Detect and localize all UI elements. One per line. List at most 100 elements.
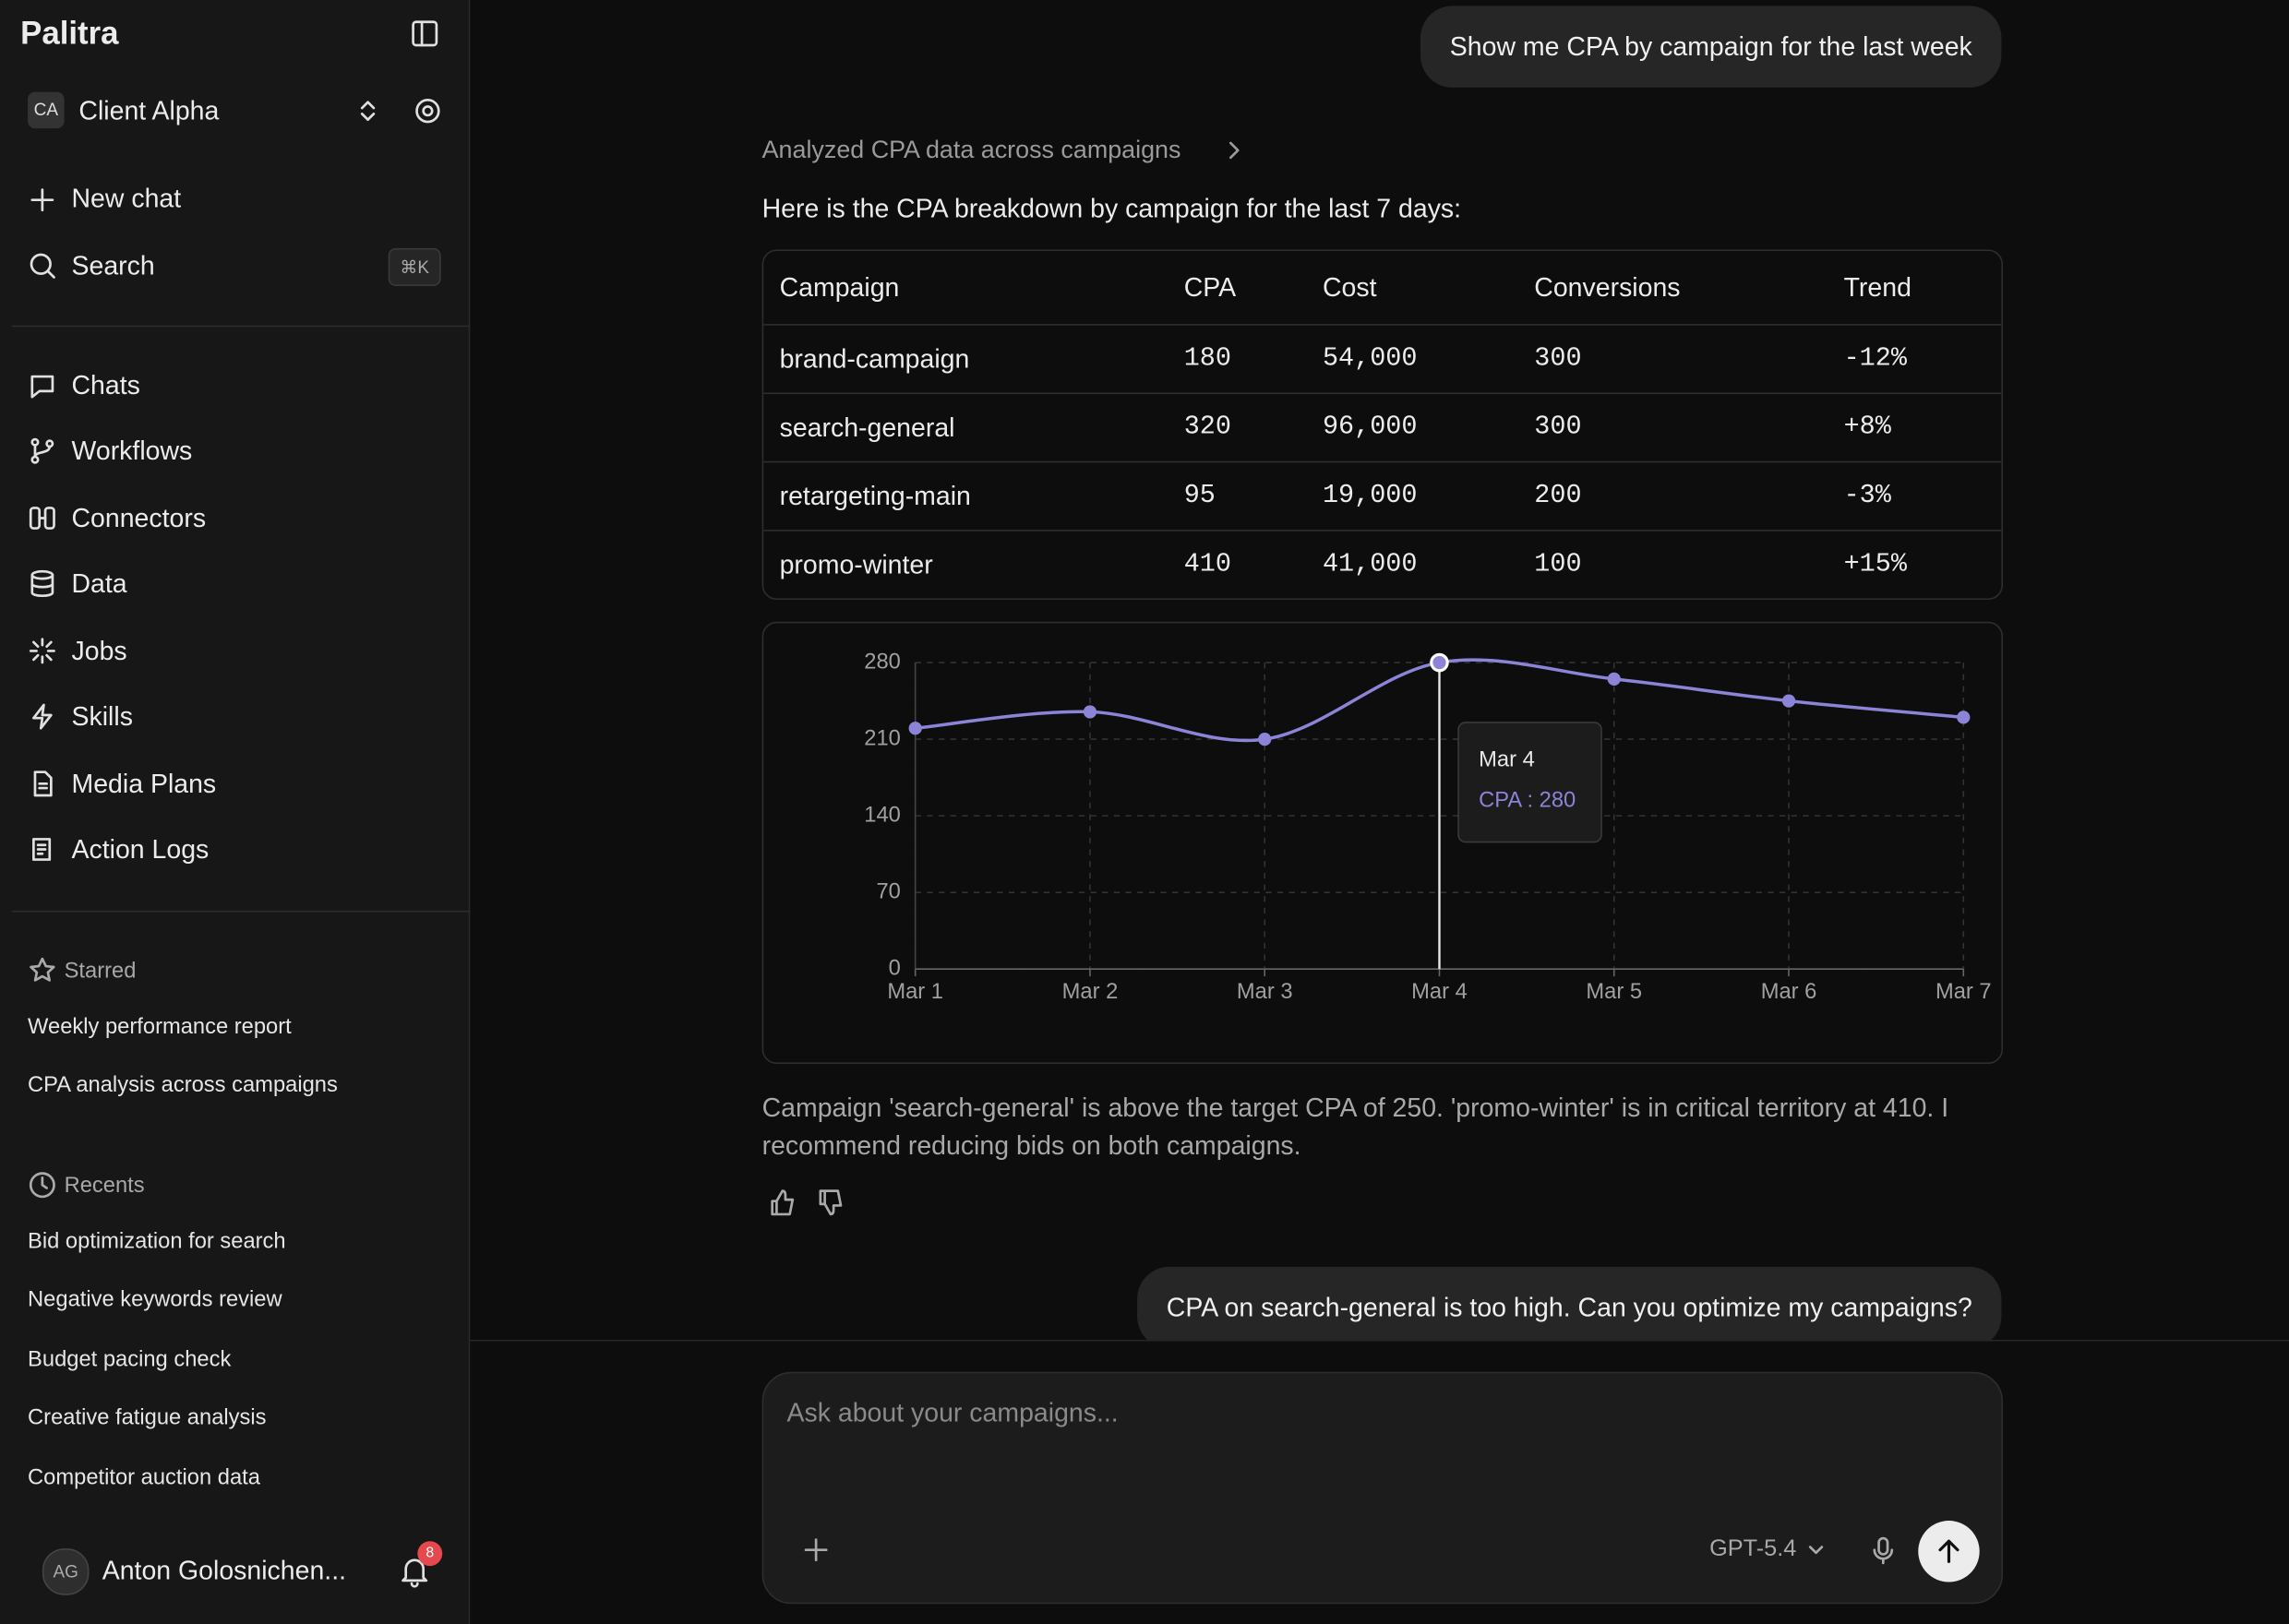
x-tick-label: Mar 3 [1237, 980, 1293, 1004]
recent-item[interactable]: Competitor auction data [28, 1464, 260, 1490]
table-cell: 100 [1534, 550, 1582, 579]
nav-item[interactable]: Action Logs [71, 834, 210, 865]
composer-placeholder[interactable]: Ask about your campaigns... [786, 1398, 1119, 1427]
section-title: Recents [64, 1173, 145, 1199]
brand: Palitra [20, 14, 119, 52]
recent-item[interactable]: Budget pacing check [28, 1346, 232, 1372]
sidebar: Palitra CA Client Alpha New chat Search … [0, 0, 471, 1624]
table-cell: -12% [1843, 344, 1907, 374]
data-point [1258, 732, 1272, 746]
search[interactable]: Search [71, 251, 155, 281]
section-title: Starred [64, 959, 137, 985]
chevron-down [1808, 1546, 1824, 1555]
table-cell: brand-campaign [779, 344, 970, 374]
search-icon [30, 253, 55, 279]
send-icon [1938, 1539, 1959, 1563]
media-plans-icon [33, 770, 53, 797]
table-cell: +15% [1843, 550, 1907, 579]
table-row: search-general 320 96,000 300 +8% [763, 392, 2002, 460]
column-header: Conversions [1534, 272, 1681, 303]
workspace-switch[interactable] [356, 98, 379, 124]
table-cell: promo-winter [779, 550, 933, 579]
toggle-sidebar[interactable] [410, 19, 439, 49]
table-cell: 54,000 [1322, 344, 1418, 374]
nav-item[interactable]: Chats [71, 370, 140, 400]
reasoning-summary[interactable]: Analyzed CPA data across campaigns [761, 136, 1181, 164]
nav-item[interactable]: Jobs [71, 636, 127, 666]
workspace-name[interactable]: Client Alpha [78, 96, 220, 126]
y-tick-label: 0 [889, 956, 901, 980]
y-tick-label: 210 [864, 726, 901, 750]
chart-card: 0 70 140 210 280 Mar 1 Mar 2 Mar 3 Mar 4 Mar 5 Mar… [761, 621, 2003, 1065]
data-point [1430, 652, 1449, 673]
skills-icon [32, 703, 53, 730]
chart: 0 70 140 210 280 Mar 1 Mar 2 Mar 3 Mar 4 Mar 5 Mar… [864, 650, 1992, 1004]
starred-item[interactable]: Weekly performance report [28, 1014, 292, 1040]
table-cell: 300 [1534, 412, 1582, 443]
connectors-icon [29, 507, 55, 530]
divider [11, 910, 471, 913]
data-point [908, 722, 922, 735]
send-button[interactable] [1918, 1521, 1980, 1582]
table-cell: retargeting-main [779, 481, 971, 511]
chevron [1228, 141, 1240, 160]
table-cell: search-general [779, 412, 955, 443]
table-cell: 96,000 [1322, 412, 1418, 443]
user-avatar: AG [42, 1548, 90, 1595]
column-header: Cost [1322, 272, 1377, 303]
thumbs-down[interactable] [816, 1188, 845, 1217]
table-cell: 320 [1183, 412, 1231, 443]
user-message: CPA on search-general is too high. Can y… [1137, 1266, 2002, 1349]
divider [11, 325, 471, 328]
microphone[interactable] [1868, 1535, 1898, 1568]
thumbs-up[interactable] [768, 1188, 797, 1217]
table-cell: 410 [1183, 550, 1231, 579]
table-cell: +8% [1843, 412, 1891, 443]
column-header: Campaign [779, 272, 900, 303]
y-tick-label: 280 [864, 650, 901, 674]
table-cell: 180 [1183, 344, 1231, 374]
data-point [1781, 694, 1796, 708]
chats-icon [30, 375, 54, 399]
recent-item[interactable]: Negative keywords review [28, 1286, 282, 1312]
data-icon [30, 569, 54, 598]
star-icon [30, 957, 55, 982]
y-tick-label: 70 [876, 879, 900, 903]
recent-item[interactable]: Bid optimization for search [28, 1228, 286, 1254]
nav-item[interactable]: Data [71, 568, 127, 599]
recent-item[interactable]: Creative fatigue analysis [28, 1405, 267, 1430]
attach[interactable] [801, 1535, 831, 1565]
starred-item[interactable]: CPA analysis across campaigns [28, 1072, 338, 1098]
workspace-avatar: CA [28, 91, 65, 129]
model-select[interactable]: GPT-5.4 [1709, 1536, 1797, 1562]
nav-item[interactable]: Connectors [71, 503, 207, 533]
table-cell: 19,000 [1322, 481, 1418, 511]
plus-icon [30, 188, 54, 212]
x-tick-label: Mar 1 [887, 980, 943, 1004]
nav-item[interactable]: Workflows [71, 436, 193, 466]
table-cell: 95 [1183, 481, 1216, 511]
table-row: promo-winter 410 41,000 100 +15% [763, 530, 2002, 598]
composer[interactable] [761, 1371, 2003, 1605]
settings[interactable] [413, 96, 443, 125]
tooltip-value: CPA : 280 [1479, 789, 1576, 813]
new-chat[interactable]: New chat [71, 184, 182, 213]
column-header: Trend [1843, 272, 1911, 303]
nav-item[interactable]: Skills [71, 701, 133, 732]
data-point [1083, 705, 1097, 719]
data-point [1607, 672, 1621, 686]
user-name[interactable]: Anton Golosnichen... [102, 1556, 347, 1585]
x-tick-label: Mar 4 [1411, 980, 1468, 1004]
assistant-text: Campaign 'search-general' is above the t… [761, 1093, 1949, 1161]
data-table: Campaign CPA Cost Conversions Trend brand-cam… [761, 249, 2003, 601]
data-point [1957, 710, 1971, 724]
table-header: Campaign CPA Cost Conversions Trend [763, 251, 2001, 324]
x-tick-label: Mar 6 [1761, 980, 1817, 1004]
action-logs-icon [32, 838, 52, 861]
table-row: brand-campaign 180 54,000 300 -12% [763, 324, 2002, 392]
nav-item[interactable]: Media Plans [71, 769, 217, 799]
x-tick-label: Mar 7 [1935, 980, 1992, 1004]
x-tick-label: Mar 5 [1586, 980, 1642, 1004]
bell-icon[interactable] [399, 1556, 431, 1588]
